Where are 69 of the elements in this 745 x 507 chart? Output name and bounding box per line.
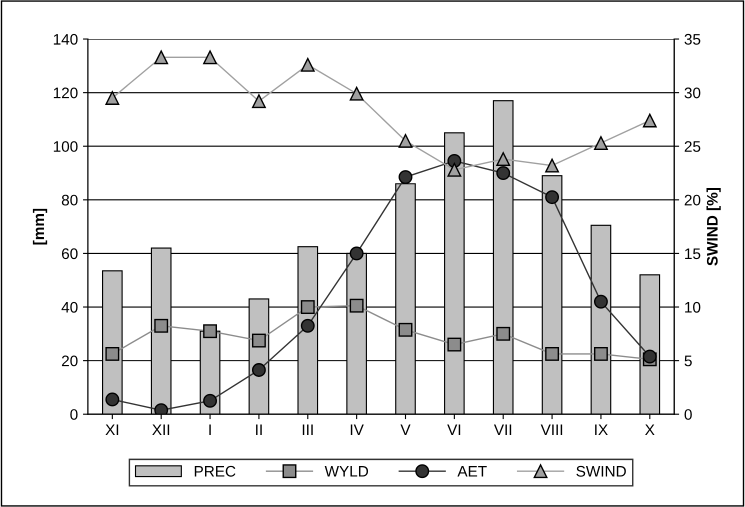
point — [398, 134, 412, 148]
point — [350, 86, 364, 101]
point — [447, 162, 462, 177]
legend-label: SWIND — [576, 466, 626, 477]
y2-tick-label: 15 — [685, 248, 700, 260]
point — [496, 152, 510, 166]
x-tick-label: IX — [595, 424, 608, 436]
point — [252, 363, 266, 377]
point — [105, 91, 120, 105]
point — [642, 350, 657, 364]
point — [105, 392, 120, 406]
y-axis-title: [mm] — [32, 208, 48, 244]
x-tick-label: VIII — [540, 424, 562, 436]
y2-axis-title: SWIND [%] — [706, 188, 721, 266]
x-tick-label: VII — [494, 424, 512, 436]
point — [203, 324, 218, 338]
y-tick-label: 120 — [54, 88, 78, 98]
point — [447, 338, 462, 352]
point — [300, 318, 315, 333]
y2-tick-label: 0 — [684, 409, 692, 420]
legend-label: AET — [457, 466, 487, 477]
point — [105, 346, 120, 361]
point — [545, 158, 560, 172]
y2-tick-label: 30 — [684, 88, 700, 98]
y2-tick-label: 35 — [684, 34, 700, 45]
point — [203, 394, 218, 408]
point — [398, 170, 412, 184]
x-tick-label: III — [302, 424, 313, 436]
y2-tick-label: 10 — [685, 302, 700, 313]
y-tick-label: 20 — [62, 355, 78, 366]
x-tick-label: XI — [105, 424, 118, 436]
point — [496, 326, 510, 341]
y-tick-label: 100 — [54, 141, 78, 152]
x-tick-label: II — [256, 424, 262, 436]
legend-label: PREC — [194, 466, 236, 477]
legend-label: WYLD — [324, 466, 368, 477]
x-tick-label: V — [400, 424, 411, 436]
point — [154, 50, 168, 64]
point — [447, 154, 462, 168]
point — [203, 50, 218, 64]
point — [594, 136, 608, 150]
point — [300, 58, 315, 72]
point — [350, 298, 364, 313]
y2-tick-label: 5 — [684, 356, 692, 366]
x-tick-label: X — [645, 424, 655, 436]
point — [252, 334, 266, 348]
point — [154, 318, 168, 333]
point — [300, 300, 315, 314]
point — [398, 322, 412, 337]
x-tick-label: XII — [152, 424, 170, 436]
point — [594, 346, 608, 361]
y-tick-label: 80 — [62, 194, 78, 206]
point — [350, 246, 364, 260]
point — [594, 294, 608, 309]
y-tick-label: 40 — [62, 302, 78, 313]
y-tick-label: 140 — [54, 34, 78, 45]
point — [496, 166, 510, 180]
y2-tick-label: 20 — [684, 194, 700, 206]
x-tick-label: VI — [447, 424, 460, 436]
point — [545, 190, 560, 204]
y-tick-label: 0 — [70, 409, 78, 420]
point — [642, 114, 657, 128]
x-tick-label: I — [209, 424, 211, 436]
point — [154, 403, 168, 414]
point — [545, 346, 560, 361]
point — [252, 94, 266, 108]
y-tick-label: 60 — [62, 248, 78, 260]
y2-tick-label: 25 — [684, 141, 700, 152]
x-tick-label: IV — [350, 424, 364, 436]
